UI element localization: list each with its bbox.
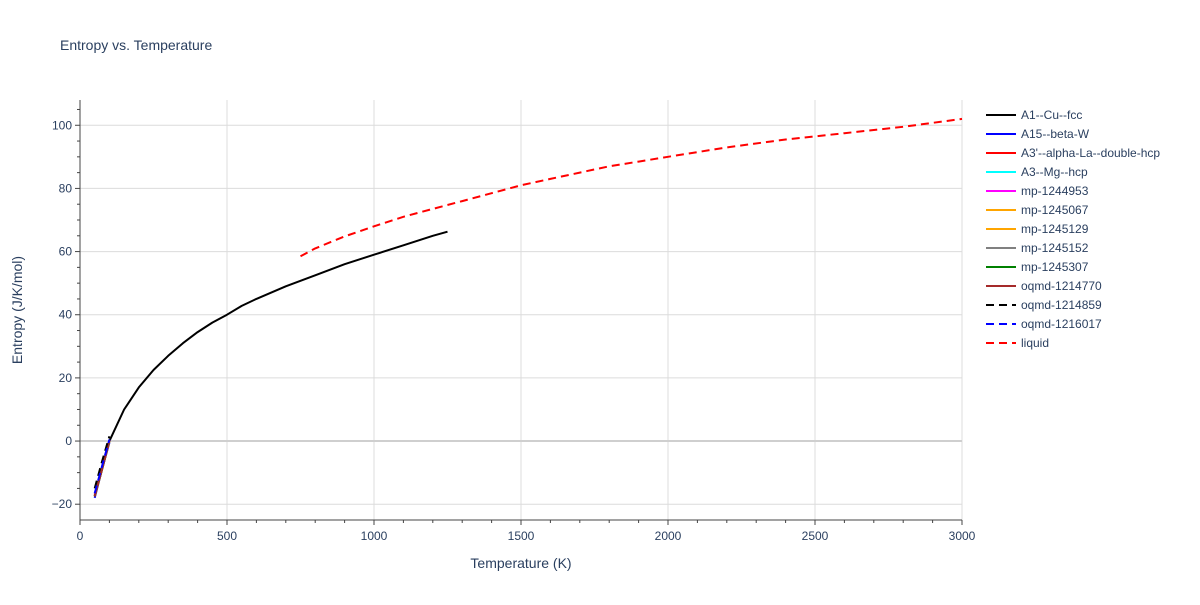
- legend-item[interactable]: A3--Mg--hcp: [986, 165, 1088, 179]
- series-line-oqmd-1214859: [93, 436, 111, 489]
- legend-label: A15--beta-W: [1021, 127, 1090, 141]
- legend-item[interactable]: A3'--alpha-La--double-hcp: [986, 146, 1160, 160]
- legend-item[interactable]: oqmd-1214770: [986, 279, 1102, 293]
- legend-item[interactable]: A15--beta-W: [986, 127, 1090, 141]
- legend-label: oqmd-1216017: [1021, 317, 1102, 331]
- legend-item[interactable]: A1--Cu--fcc: [986, 108, 1082, 122]
- x-tick-label: 500: [217, 529, 237, 543]
- legend-label: A1--Cu--fcc: [1021, 108, 1082, 122]
- y-tick-label: 100: [52, 118, 72, 132]
- series-line-liquid: [300, 117, 963, 258]
- x-axis-label: Temperature (K): [470, 555, 571, 571]
- y-tick-label: 0: [65, 434, 72, 448]
- legend-label: mp-1245307: [1021, 260, 1089, 274]
- legend-item[interactable]: mp-1245152: [986, 241, 1089, 255]
- x-tick-label: 2000: [655, 529, 682, 543]
- legend-label: mp-1244953: [1021, 184, 1089, 198]
- y-tick-label: −20: [52, 497, 73, 511]
- x-tick-label: 0: [77, 529, 84, 543]
- y-axis-label: Entropy (J/K/mol): [9, 256, 25, 364]
- series-lines: [93, 117, 963, 499]
- legend-item[interactable]: oqmd-1216017: [986, 317, 1102, 331]
- legend: A1--Cu--fcc A15--beta-W A3'--alpha-La--dou…: [986, 108, 1160, 350]
- y-tick-label: 20: [59, 371, 73, 385]
- legend-label: mp-1245067: [1021, 203, 1089, 217]
- legend-label: A3'--alpha-La--double-hcp: [1021, 146, 1160, 160]
- legend-item[interactable]: mp-1244953: [986, 184, 1089, 198]
- y-tick-label: 40: [59, 308, 73, 322]
- legend-item[interactable]: mp-1245067: [986, 203, 1089, 217]
- grid-lines: [80, 100, 963, 520]
- legend-item[interactable]: liquid: [986, 336, 1049, 350]
- legend-label: mp-1245152: [1021, 241, 1089, 255]
- legend-item[interactable]: mp-1245129: [986, 222, 1089, 236]
- x-tick-label: 1000: [361, 529, 388, 543]
- legend-label: mp-1245129: [1021, 222, 1089, 236]
- series-line-oqmd-1216017: [93, 439, 111, 494]
- legend-item[interactable]: oqmd-1214859: [986, 298, 1102, 312]
- y-tick-label: 80: [59, 181, 73, 195]
- x-tick-label: 2500: [802, 529, 829, 543]
- x-tick-label: 1500: [508, 529, 535, 543]
- axes: [75, 100, 963, 525]
- y-tick-label: 60: [59, 245, 73, 259]
- legend-label: liquid: [1021, 336, 1049, 350]
- chart-title: Entropy vs. Temperature: [60, 37, 212, 53]
- legend-label: A3--Mg--hcp: [1021, 165, 1088, 179]
- x-tick-label: 3000: [949, 529, 976, 543]
- legend-label: oqmd-1214770: [1021, 279, 1102, 293]
- series-line-a1-cu-fcc: [93, 230, 448, 495]
- legend-item[interactable]: mp-1245307: [986, 260, 1089, 274]
- tick-labels: 0 500 1000 1500 2000 2500 3000 −20 0 20 40 60 80 100: [52, 118, 976, 543]
- legend-label: oqmd-1214859: [1021, 298, 1102, 312]
